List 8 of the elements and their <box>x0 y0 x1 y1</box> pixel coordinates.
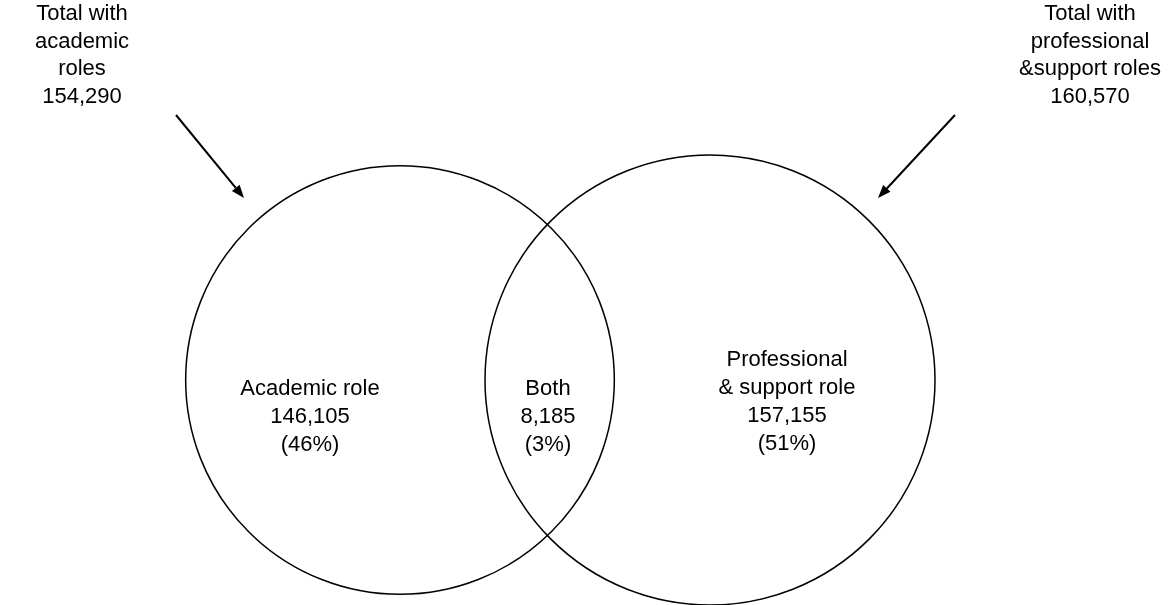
category-label: Academic role <box>240 375 380 400</box>
text: Total with professional &support roles 160,570 <box>1019 0 1161 108</box>
data-label: 146,105 (46%) <box>270 403 350 456</box>
data-label: 8,185 (3%) <box>520 403 576 456</box>
category-label: Professional & support role <box>718 346 856 399</box>
text: Total with academic roles 154,290 <box>34 0 130 108</box>
data-label: 157,155 (51%) <box>747 402 827 455</box>
category-label: Both <box>525 375 571 400</box>
